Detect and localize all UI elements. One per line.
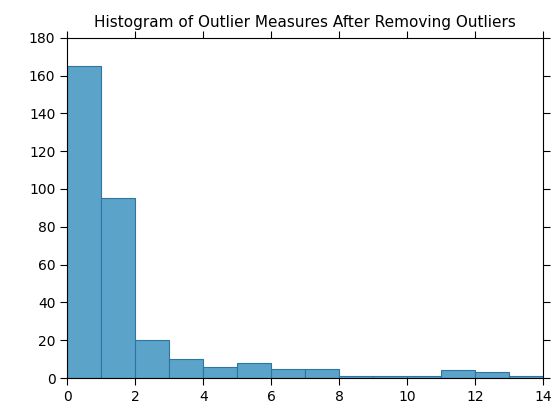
Bar bbox=[407, 376, 441, 378]
Bar bbox=[305, 369, 339, 378]
Bar bbox=[271, 369, 305, 378]
Title: Histogram of Outlier Measures After Removing Outliers: Histogram of Outlier Measures After Remo… bbox=[94, 15, 516, 30]
Bar bbox=[101, 199, 135, 378]
Bar bbox=[475, 372, 509, 378]
Bar bbox=[237, 363, 271, 378]
Bar bbox=[441, 370, 475, 378]
Bar bbox=[67, 66, 101, 378]
Bar bbox=[509, 376, 543, 378]
Bar bbox=[203, 367, 237, 378]
Bar bbox=[169, 359, 203, 378]
Bar bbox=[135, 340, 169, 378]
Bar bbox=[339, 376, 373, 378]
Bar bbox=[373, 376, 407, 378]
